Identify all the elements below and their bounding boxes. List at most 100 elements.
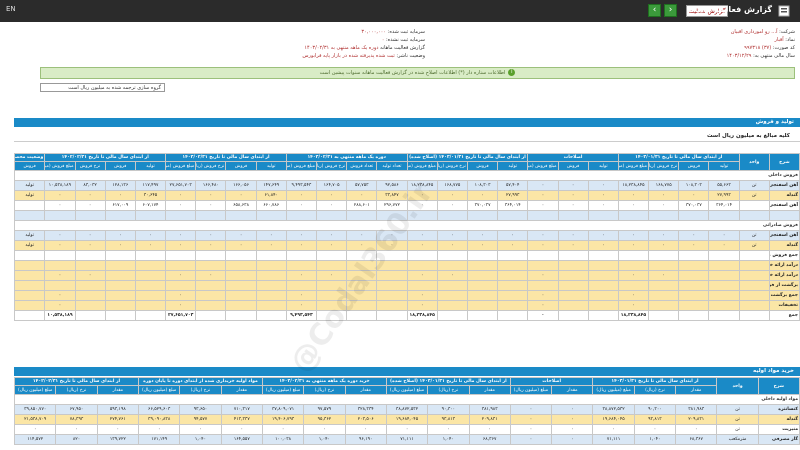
value-cell: ۰ [285,300,318,311]
product-name: درآمد ارائه خدمات [768,270,800,281]
value-cell: ۰ [527,270,559,281]
unit-cell: مترمکعب [716,434,759,445]
value-cell [44,210,76,221]
value-cell: ۱۳۹,۷۲۲ [96,434,140,445]
value-cell: ۰ [225,190,257,201]
value-cell [315,310,348,321]
value-cell [587,310,619,321]
value-cell: ۰ [96,424,140,435]
column-header: فروش [678,161,710,171]
value-cell: ۷۱۰,۳۱۷ [220,404,263,415]
category-label: مواد اولیه داخلی [14,394,800,405]
value-cell: ۰ [315,200,348,211]
value-cell: ۰ [587,180,619,191]
value-cell [165,280,197,291]
value-cell: ۲۷,۶۵۱,۷۰۳ [165,180,197,191]
value-cell [195,260,227,271]
value-cell: ۵۵,۶۶۳ [708,180,740,191]
value-cell [648,260,680,271]
value-cell: ۰ [675,424,718,435]
value-cell [406,280,438,291]
next-button[interactable]: › [664,4,677,17]
table-row: گاز مصرفی مترمکعب ۶۸,۳۶۷ ۱,۰۴۰ ۷۱,۱۱۱ ۰ ۰ ۶۸,۳۶… [13,434,800,445]
value-cell [195,290,227,301]
value-cell [436,210,468,221]
value-cell [104,290,136,301]
value-cell [497,300,529,311]
value-cell: ۰ [551,424,594,435]
unit-cell [738,260,770,271]
value-cell: ۰ [195,200,227,211]
product-name: گندله [768,240,800,251]
value-cell [648,290,680,301]
value-cell [315,260,348,271]
value-cell: ۰ [44,230,76,241]
category-label: فروش داخلی [14,170,800,181]
value-cell: ۹۶,۱۹۰ [344,434,387,445]
column-header: مبلغ (میلیون ریال) [385,385,429,395]
value-cell [285,260,318,271]
value-cell [587,280,619,291]
value-cell: ۶۶,۵۲۹,۶۰۳ [137,404,181,415]
value-cell [13,280,46,291]
value-cell [406,260,438,271]
table-row: برگشت از فروش [13,280,800,291]
report-period-field: گزارش فعالیت ماهانه دوره یک ماهه منتهی ب… [304,45,425,51]
prev-button[interactable]: ‹ [648,4,661,17]
value-cell: ۱۰۰,۰۳۸ [261,434,305,445]
value-cell [466,210,499,221]
value-cell: ۲۰۹,۸۳۱ [675,414,718,425]
column-header: مقدار [344,385,387,395]
value-cell: ۰ [261,424,305,435]
column-header: تعداد تولید [376,161,408,171]
value-cell: ۳۹,۰۹۰,۸۳۸ [137,414,181,425]
value-cell [195,280,227,291]
value-cell [557,210,589,221]
value-cell: ۱۲۸,۱۳۶ [104,180,136,191]
value-cell: ۰ [225,240,257,251]
value-cell: ۰ [527,240,559,251]
value-cell: ۰ [527,290,559,301]
value-cell: ۰ [134,230,167,241]
value-cell [346,210,378,221]
column-group-header: از ابتدای سال مالی تا تاریخ ۱۴۰۳/۰۱/۳۱ [617,153,740,162]
value-cell: ۰ [436,190,468,201]
table-row: درآمد ارائه خدمات۰۰۰۰۰۰۰۰۰۰۰ [13,270,800,281]
value-cell: ۰ [13,424,57,435]
value-cell [44,250,76,261]
value-cell: ۱۶۶,۴۸۰ [195,180,227,191]
value-cell: ۱۷۱,۱۴۹ [137,434,181,445]
value-cell: ۰ [466,190,499,201]
value-cell: ۰ [648,270,680,281]
value-cell: ۳۷,۸۰۹,۰۷۱ [261,404,305,415]
value-cell: ۰ [74,190,106,201]
value-cell: ۲۷,۶۵۱,۷۰۳ [165,310,197,321]
value-cell [436,290,468,301]
value-cell: ۰ [648,190,680,201]
report-type-select[interactable]: گزارش فعالیت [686,5,728,17]
value-cell: ۱,۰۴۰ [303,434,346,445]
product-name: آهن اسفنجی [768,180,800,191]
value-cell [13,270,46,281]
grouping-select[interactable]: گروه سازی ترجمه شده به میلیون ریال است [40,83,165,92]
value-cell: ۱۹,۶۸۴,۰۴۵ [385,414,429,425]
value-cell [225,250,257,261]
column-header: نرخ فروش (ریال) [648,161,680,171]
value-cell [134,210,167,221]
column-header: نرخ فروش (ریال) [195,161,227,171]
value-cell: ۹۷,۵۷۹ [303,404,346,415]
value-cell: ۰ [557,240,589,251]
value-cell [678,260,710,271]
value-cell: ۰ [315,230,348,241]
language-toggle[interactable]: EN [6,5,16,13]
value-cell: ۱,۰۴۰ [179,434,222,445]
value-cell [708,250,740,261]
value-cell [436,250,468,261]
page-title: گزارش فعالیت ماهانه [686,5,772,14]
value-cell: ۰ [648,240,680,251]
value-cell: ۱۴۷,۶۴۹ [255,180,287,191]
value-cell [648,280,680,291]
value-cell: ۰ [587,190,619,201]
value-cell [44,280,76,291]
value-cell [678,210,710,221]
